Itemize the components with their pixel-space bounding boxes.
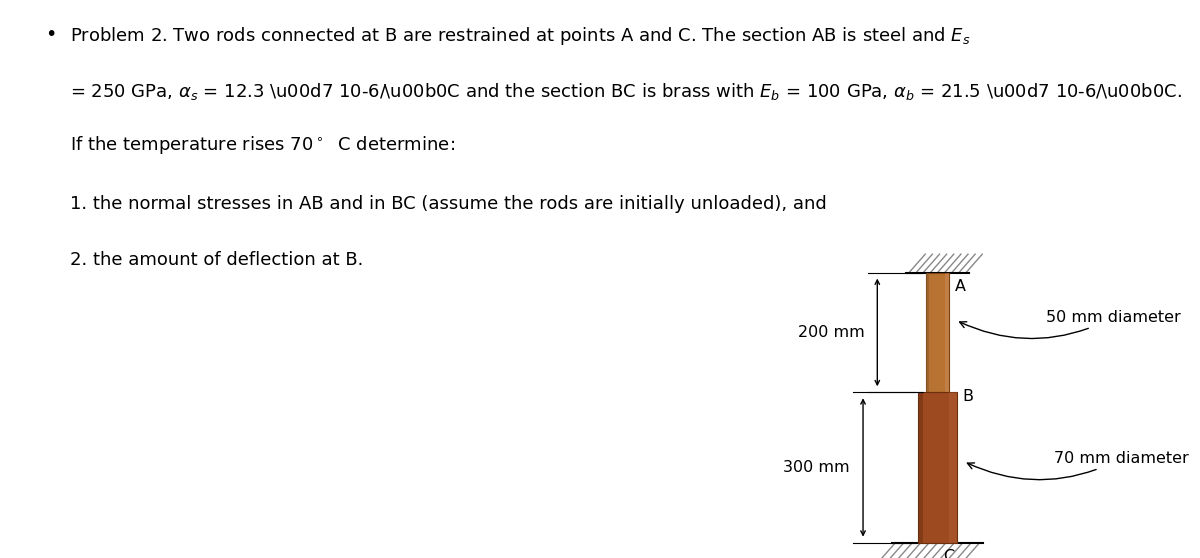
Text: 200 mm: 200 mm — [798, 325, 864, 340]
Text: 2. the amount of deflection at B.: 2. the amount of deflection at B. — [70, 251, 362, 269]
Text: = 250 GPa, $\alpha_s$ = 12.3 \u00d7 10-6/\u00b0C and the section BC is brass wit: = 250 GPa, $\alpha_s$ = 12.3 \u00d7 10-6… — [70, 81, 1182, 102]
Text: •: • — [46, 25, 56, 44]
Bar — [926, 272, 929, 392]
Text: 300 mm: 300 mm — [784, 460, 850, 475]
Text: A: A — [954, 278, 966, 294]
Bar — [944, 272, 949, 392]
Bar — [918, 392, 923, 542]
Text: B: B — [962, 389, 973, 404]
Text: 1. the normal stresses in AB and in BC (assume the rods are initially unloaded),: 1. the normal stresses in AB and in BC (… — [70, 195, 827, 213]
Text: C: C — [943, 549, 954, 558]
Text: 50 mm diameter: 50 mm diameter — [960, 310, 1181, 339]
Bar — [926, 272, 949, 392]
Bar — [918, 392, 958, 542]
Text: If the temperature rises 70$^\circ$  C determine:: If the temperature rises 70$^\circ$ C de… — [70, 134, 455, 156]
Text: Problem 2. Two rods connected at B are restrained at points A and C. The section: Problem 2. Two rods connected at B are r… — [70, 25, 971, 47]
Text: 70 mm diameter: 70 mm diameter — [967, 451, 1189, 480]
Bar — [949, 392, 958, 542]
